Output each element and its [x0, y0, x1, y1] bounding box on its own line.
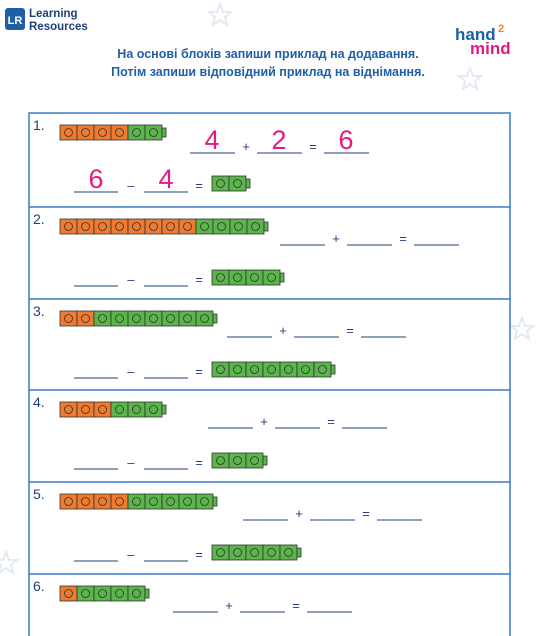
operator: = [195, 364, 203, 379]
operator: + [242, 139, 250, 154]
cube-stick [211, 175, 247, 192]
cube-stick [127, 124, 163, 141]
operator: + [279, 323, 287, 338]
operator: + [260, 414, 268, 429]
row-number: 3. [33, 303, 45, 319]
written-answer: 6 [88, 164, 103, 194]
operator: = [195, 455, 203, 470]
cube-tab [161, 404, 167, 415]
operator: = [346, 323, 354, 338]
operator: = [195, 272, 203, 287]
written-answer: 4 [204, 125, 219, 155]
row-number: 6. [33, 578, 45, 594]
cube-stick [211, 361, 332, 378]
operator: – [127, 272, 135, 287]
operator: = [292, 598, 300, 613]
operator: – [127, 547, 135, 562]
cube-tab [262, 455, 268, 466]
written-answer: 2 [271, 125, 286, 155]
row-number: 4. [33, 394, 45, 410]
cube-stick [110, 401, 163, 418]
brand-part: hand [455, 25, 496, 44]
instruction: Потім запиши відповідний приклад на відн… [111, 65, 425, 79]
cube-tab [296, 547, 302, 558]
operator: = [399, 231, 407, 246]
cube-stick [93, 310, 214, 327]
cube-stick [59, 585, 78, 602]
operator: – [127, 364, 135, 379]
row-number: 1. [33, 117, 45, 133]
cube-stick [59, 493, 129, 510]
cube-stick [211, 269, 281, 286]
cube-tab [161, 127, 167, 138]
operator: = [195, 178, 203, 193]
cube-tab [263, 221, 269, 232]
svg-text:LR: LR [8, 15, 23, 27]
cube-tab [212, 313, 218, 324]
operator: – [127, 455, 135, 470]
operator: = [309, 139, 317, 154]
cube-tab [330, 364, 336, 375]
operator: + [332, 231, 340, 246]
operator: – [127, 178, 135, 193]
cube-tab [245, 178, 251, 189]
cube-stick [211, 544, 298, 561]
cube-stick [59, 124, 129, 141]
cube-tab [212, 496, 218, 507]
frame [28, 112, 511, 636]
written-answer: 4 [158, 164, 173, 194]
brand-line: Learning [29, 8, 78, 20]
cube-stick [76, 585, 146, 602]
operator: + [295, 506, 303, 521]
cube-stick [59, 310, 95, 327]
cube-stick [59, 401, 112, 418]
cube-stick [211, 452, 264, 469]
stars [0, 1, 536, 576]
operator: = [327, 414, 335, 429]
written-answer: 6 [338, 125, 353, 155]
row-number: 5. [33, 486, 45, 502]
brand-line: Resources [29, 21, 88, 33]
brand-part: 2 [498, 23, 504, 35]
operator: + [225, 598, 233, 613]
instruction: На основі блоків запиши приклад на додав… [117, 47, 418, 61]
cube-stick [195, 218, 265, 235]
row-number: 2. [33, 211, 45, 227]
brand-part: mind [470, 39, 511, 58]
logo-right: hand 2 mind [455, 23, 511, 58]
logo-left: LR Learning Resources [5, 8, 88, 33]
cube-tab [144, 588, 150, 599]
cube-stick [127, 493, 214, 510]
operator: = [195, 547, 203, 562]
cube-tab [279, 272, 285, 283]
operator: = [362, 506, 370, 521]
cube-stick [59, 218, 197, 235]
